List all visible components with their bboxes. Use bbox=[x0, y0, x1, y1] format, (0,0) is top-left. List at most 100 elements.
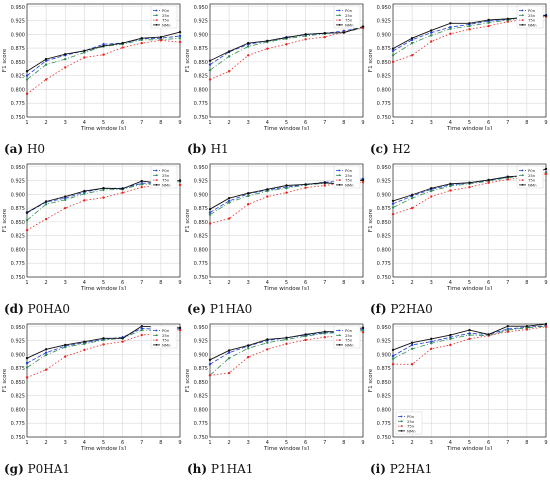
data-point bbox=[449, 337, 452, 341]
data-point bbox=[285, 184, 288, 187]
data-point bbox=[64, 343, 67, 347]
legend-entry: NMn bbox=[162, 22, 171, 27]
y-tick-label: 0.825 bbox=[377, 394, 391, 400]
x-axis-label: Time window [s] bbox=[263, 446, 309, 450]
panel-caption-name: P2HA1 bbox=[385, 462, 433, 476]
data-point bbox=[247, 203, 250, 206]
y-tick-label: 0.950 bbox=[377, 325, 391, 331]
x-tick-label: 4 bbox=[449, 120, 452, 126]
y-tick-label: 0.750 bbox=[11, 115, 25, 121]
data-point bbox=[83, 192, 86, 195]
data-point bbox=[544, 172, 548, 176]
x-tick-label: 9 bbox=[544, 440, 547, 446]
x-tick-label: 4 bbox=[449, 440, 452, 446]
legend-marker bbox=[521, 184, 524, 186]
x-tick-label: 5 bbox=[468, 280, 471, 286]
x-tick-label: 7 bbox=[506, 280, 509, 286]
data-point bbox=[159, 39, 163, 42]
y-tick-label: 0.800 bbox=[11, 407, 25, 413]
legend-marker bbox=[155, 179, 158, 181]
chart-p2ha1: 0.750 0.775 0.800 0.825 0.850 0.875 0.900 0.925… bbox=[368, 322, 548, 450]
data-point bbox=[178, 34, 182, 38]
data-point bbox=[525, 328, 529, 331]
legend-entry: NMn bbox=[162, 182, 171, 187]
data-point bbox=[449, 189, 452, 192]
data-point bbox=[121, 191, 124, 194]
data-point bbox=[25, 356, 29, 360]
y-tick-label: 0.800 bbox=[11, 87, 25, 93]
legend-marker bbox=[338, 169, 341, 172]
chart-panel-h0: 0.750 0.775 0.800 0.825 0.850 0.875 0.900 0.925… bbox=[0, 0, 183, 160]
panel-caption-label: (a) bbox=[4, 142, 24, 156]
y-tick-label: 0.850 bbox=[377, 60, 391, 66]
data-point bbox=[44, 63, 48, 66]
data-point bbox=[361, 180, 365, 184]
legend-marker bbox=[338, 329, 341, 332]
data-point bbox=[247, 41, 250, 45]
chart-p0ha0: 0.750 0.775 0.800 0.825 0.850 0.875 0.900 0.925… bbox=[2, 163, 182, 290]
data-point bbox=[64, 195, 67, 198]
y-tick-label: 0.825 bbox=[194, 74, 208, 80]
x-axis-label: Time window [s] bbox=[446, 446, 492, 450]
legend-entry: 75n bbox=[407, 424, 415, 429]
y-tick-label: 0.875 bbox=[194, 46, 208, 52]
legend-entry: 75n bbox=[528, 18, 536, 23]
data-point bbox=[140, 36, 143, 40]
chart-panel-p0ha1: 0.750 0.775 0.800 0.825 0.850 0.875 0.900 0.925… bbox=[0, 320, 183, 480]
x-tick-label: 9 bbox=[178, 440, 181, 446]
legend-marker bbox=[155, 344, 158, 346]
x-axis-label: Time window [s] bbox=[80, 126, 126, 130]
x-tick-label: 1 bbox=[208, 120, 211, 126]
data-point bbox=[487, 178, 490, 182]
y-axis-label: F1 score bbox=[2, 368, 8, 392]
x-axis-label: Time window [s] bbox=[263, 126, 309, 130]
x-tick-label: 1 bbox=[25, 280, 28, 286]
chart-p2ha0: 0.750 0.775 0.800 0.825 0.850 0.875 0.900 0.925… bbox=[368, 163, 548, 290]
x-tick-label: 3 bbox=[247, 120, 250, 126]
data-point bbox=[25, 211, 29, 214]
panel-caption-name: P1HA0 bbox=[206, 302, 253, 316]
data-point bbox=[208, 211, 212, 214]
x-axis-label: Time window [s] bbox=[80, 286, 126, 290]
x-tick-label: 2 bbox=[228, 120, 231, 126]
chart-h2: 0.750 0.775 0.800 0.825 0.850 0.875 0.900 0.925… bbox=[368, 3, 548, 130]
x-tick-label: 5 bbox=[102, 440, 105, 446]
y-tick-label: 0.850 bbox=[194, 380, 208, 386]
data-point bbox=[25, 70, 29, 73]
data-point bbox=[391, 212, 395, 216]
x-tick-label: 2 bbox=[45, 280, 48, 286]
x-tick-label: 9 bbox=[178, 280, 181, 286]
data-point bbox=[410, 54, 414, 57]
y-tick-label: 0.775 bbox=[194, 421, 208, 427]
y-tick-label: 0.900 bbox=[11, 192, 25, 198]
y-tick-label: 0.850 bbox=[377, 380, 391, 386]
panel-caption-label: (e) bbox=[187, 302, 206, 316]
data-point bbox=[208, 68, 212, 72]
data-point bbox=[449, 32, 452, 35]
data-point bbox=[323, 330, 326, 333]
data-point bbox=[44, 203, 48, 206]
legend-marker bbox=[155, 9, 158, 12]
data-point bbox=[506, 178, 509, 181]
axes-frame bbox=[392, 3, 547, 118]
axes-frame bbox=[209, 323, 364, 438]
legend-entry: P0n bbox=[345, 328, 353, 333]
data-point bbox=[285, 338, 288, 341]
legend-marker bbox=[338, 334, 341, 337]
y-tick-label: 0.775 bbox=[194, 261, 208, 267]
data-point bbox=[506, 325, 509, 328]
data-point bbox=[266, 348, 269, 351]
data-point bbox=[266, 189, 269, 193]
data-point bbox=[178, 326, 182, 330]
panel-caption-name: P0HA0 bbox=[23, 302, 71, 316]
data-point bbox=[285, 187, 288, 190]
data-point bbox=[140, 333, 143, 337]
x-tick-label: 1 bbox=[391, 120, 394, 126]
x-tick-label: 2 bbox=[411, 120, 414, 126]
data-point bbox=[449, 25, 452, 29]
y-tick-label: 0.750 bbox=[11, 275, 25, 281]
